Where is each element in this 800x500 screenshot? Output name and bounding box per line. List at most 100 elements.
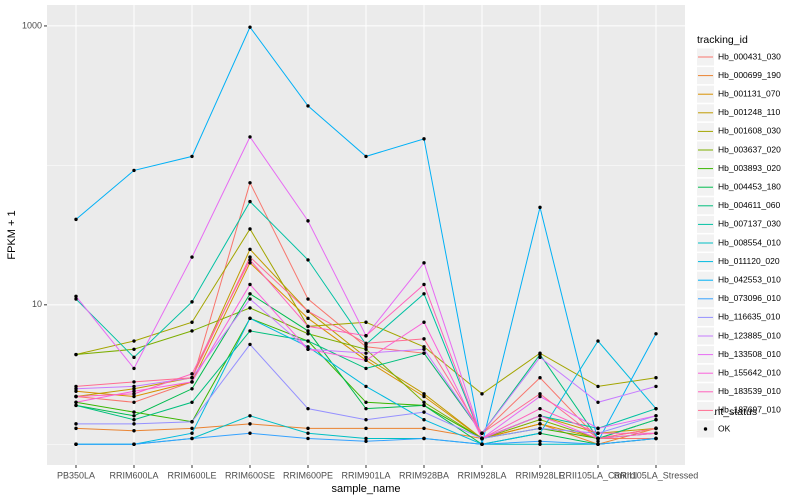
x-tick-label: RRIM600SE bbox=[225, 470, 275, 480]
point bbox=[248, 297, 252, 301]
legend-label: Hb_001608_030 bbox=[718, 126, 781, 136]
legend-point bbox=[703, 427, 708, 431]
point bbox=[364, 358, 368, 363]
point bbox=[190, 420, 194, 424]
point bbox=[74, 217, 78, 222]
point bbox=[538, 442, 542, 446]
point bbox=[596, 400, 600, 404]
point bbox=[248, 258, 252, 262]
point bbox=[74, 384, 78, 389]
point bbox=[74, 389, 78, 393]
point bbox=[190, 329, 194, 333]
point bbox=[596, 426, 600, 431]
point bbox=[422, 426, 426, 431]
point bbox=[132, 422, 136, 426]
point bbox=[132, 442, 136, 446]
point bbox=[422, 400, 426, 404]
legend-label: Hb_004453_180 bbox=[718, 181, 781, 191]
point bbox=[248, 316, 252, 321]
point bbox=[132, 380, 136, 384]
point bbox=[306, 104, 310, 108]
point bbox=[74, 352, 78, 357]
x-tick-label: RRIM928BA bbox=[399, 470, 449, 480]
point bbox=[248, 199, 252, 204]
legend-label: OK bbox=[718, 423, 731, 433]
point bbox=[248, 292, 252, 296]
point bbox=[306, 406, 310, 411]
x-tick-label: RRII105LA_Control bbox=[559, 470, 637, 480]
legend-label: Hb_183539_010 bbox=[718, 386, 781, 396]
point bbox=[422, 292, 426, 296]
point bbox=[364, 418, 368, 422]
legend-label: Hb_011120_020 bbox=[718, 256, 780, 266]
point bbox=[422, 345, 426, 349]
point bbox=[538, 392, 542, 396]
point bbox=[422, 403, 426, 408]
point bbox=[190, 380, 194, 384]
point bbox=[248, 261, 252, 265]
point bbox=[74, 400, 78, 404]
y-axis-title: FPKM + 1 bbox=[6, 210, 18, 259]
point bbox=[248, 247, 252, 252]
point bbox=[306, 426, 310, 431]
legend-label: Hb_000699_190 bbox=[718, 70, 781, 80]
point bbox=[654, 376, 658, 380]
point bbox=[596, 339, 600, 343]
point bbox=[248, 329, 252, 333]
point bbox=[132, 355, 136, 360]
point bbox=[248, 422, 252, 426]
point bbox=[306, 258, 310, 262]
point bbox=[538, 422, 542, 426]
point bbox=[132, 394, 136, 399]
point bbox=[306, 347, 310, 351]
point bbox=[480, 392, 484, 396]
point bbox=[538, 414, 542, 418]
point bbox=[364, 406, 368, 411]
point bbox=[596, 431, 600, 435]
point bbox=[132, 347, 136, 351]
point bbox=[654, 332, 658, 336]
point bbox=[422, 418, 426, 422]
legend-label: Hb_042553_010 bbox=[718, 274, 781, 284]
point bbox=[248, 25, 252, 29]
point bbox=[364, 355, 368, 360]
x-tick-label: PB350LA bbox=[57, 470, 95, 480]
point bbox=[190, 300, 194, 304]
point bbox=[538, 352, 542, 357]
point bbox=[538, 406, 542, 411]
legend-label: Hb_116635_010 bbox=[718, 312, 781, 322]
point bbox=[74, 442, 78, 446]
point bbox=[596, 442, 600, 446]
point bbox=[422, 351, 426, 355]
legend-label: Hb_187697_010 bbox=[718, 405, 781, 415]
point bbox=[306, 219, 310, 223]
point bbox=[132, 339, 136, 343]
point bbox=[422, 410, 426, 414]
point bbox=[422, 282, 426, 287]
legend-label: Hb_000431_030 bbox=[718, 51, 781, 61]
point bbox=[306, 431, 310, 435]
point bbox=[538, 439, 542, 444]
point bbox=[596, 439, 600, 444]
point bbox=[190, 387, 194, 391]
point bbox=[132, 392, 136, 396]
point bbox=[538, 394, 542, 399]
point bbox=[364, 345, 368, 349]
point bbox=[248, 227, 252, 231]
legend-label: Hb_003637_020 bbox=[718, 144, 781, 154]
point bbox=[74, 297, 78, 301]
point bbox=[132, 400, 136, 404]
point bbox=[306, 309, 310, 313]
point bbox=[538, 431, 542, 435]
point bbox=[364, 426, 368, 431]
legend-label: Hb_008554_010 bbox=[718, 237, 781, 247]
point bbox=[132, 389, 136, 393]
point bbox=[248, 431, 252, 435]
point bbox=[74, 387, 78, 391]
point bbox=[364, 320, 368, 324]
point bbox=[190, 372, 194, 376]
y-tick-label: 10 bbox=[32, 299, 42, 309]
point bbox=[596, 436, 600, 441]
point bbox=[364, 347, 368, 351]
point bbox=[132, 384, 136, 389]
